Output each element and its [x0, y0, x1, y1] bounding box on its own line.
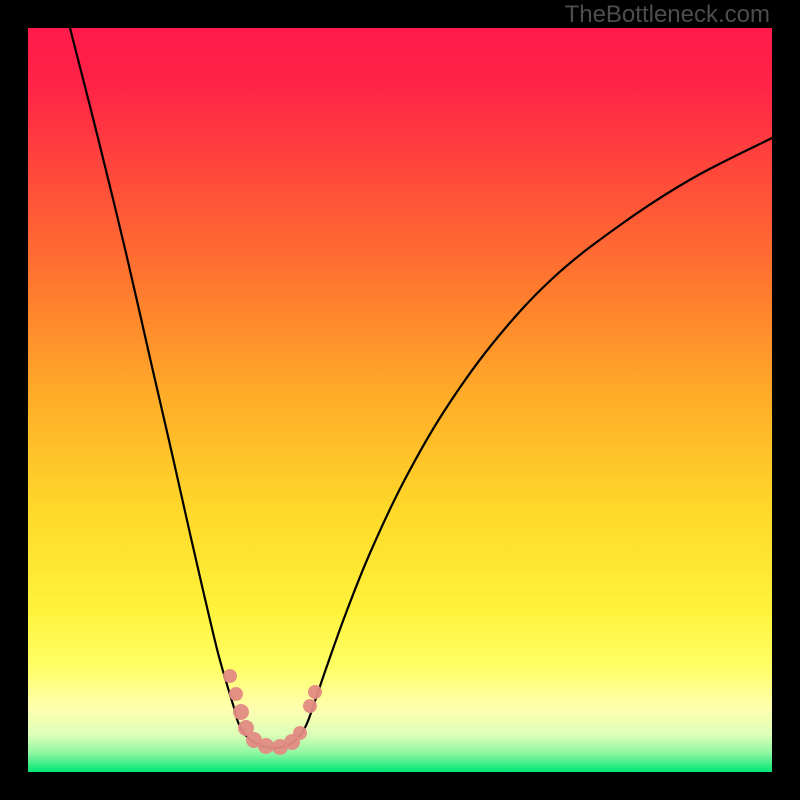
- chart-frame: TheBottleneck.com: [0, 0, 800, 800]
- bottleneck-curve-chart: [0, 0, 800, 800]
- curve-marker: [258, 738, 274, 754]
- watermark-text: TheBottleneck.com: [565, 1, 770, 29]
- gradient-background: [28, 28, 772, 772]
- curve-marker: [233, 704, 249, 720]
- curve-marker: [308, 685, 322, 699]
- curve-marker: [229, 687, 243, 701]
- curve-marker: [223, 669, 237, 683]
- curve-marker: [293, 726, 307, 740]
- curve-marker: [303, 699, 317, 713]
